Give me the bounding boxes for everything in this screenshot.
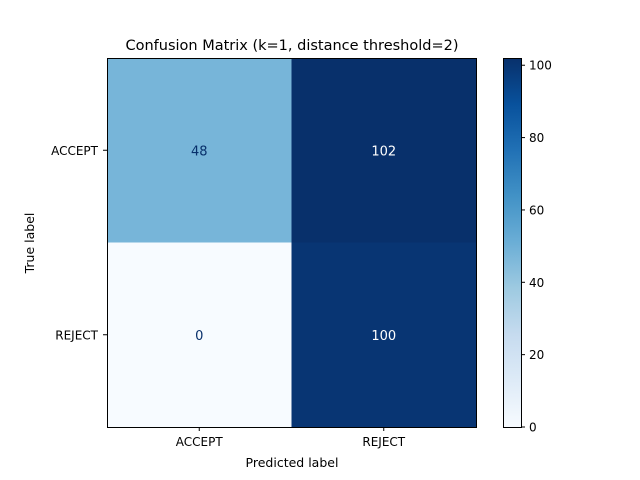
colorbar-tick-label: 100	[529, 59, 552, 73]
matrix-cell-value: 48	[191, 144, 208, 159]
plot-frame	[107, 58, 477, 428]
x-tick-label: REJECT	[362, 435, 405, 449]
matrix-cell-value: 0	[195, 329, 203, 344]
matrix-cells	[107, 58, 476, 427]
chart-title: Confusion Matrix (k=1, distance threshol…	[125, 38, 458, 54]
matrix-cell	[291, 242, 476, 427]
y-axis-label: True label	[22, 213, 37, 275]
y-tick-label: ACCEPT	[51, 144, 99, 158]
y-axis-ticks: ACCEPT REJECT	[51, 144, 107, 342]
y-tick-label: REJECT	[55, 328, 98, 342]
matrix-cell-value: 102	[371, 144, 396, 159]
matrix-cell	[291, 58, 476, 243]
colorbar-ticks: 0 20 40 60 80 100	[521, 59, 552, 435]
matrix-cell-value: 100	[371, 329, 396, 344]
x-tick-label: ACCEPT	[176, 435, 224, 449]
x-axis-label: Predicted label	[246, 455, 339, 470]
matrix-cell	[107, 58, 292, 243]
colorbar-tick-label: 80	[529, 131, 544, 145]
colorbar-tick-label: 40	[529, 276, 544, 290]
x-axis-ticks: ACCEPT REJECT	[176, 427, 406, 449]
colorbar-tick-label: 60	[529, 203, 544, 217]
colorbar	[503, 58, 521, 427]
colorbar-tick-label: 20	[529, 348, 544, 362]
matrix-cell	[107, 242, 292, 427]
colorbar-tick-label: 0	[529, 421, 537, 435]
matrix-cell-labels: 48 102 0 100	[191, 144, 396, 344]
colorbar-frame	[503, 58, 522, 428]
